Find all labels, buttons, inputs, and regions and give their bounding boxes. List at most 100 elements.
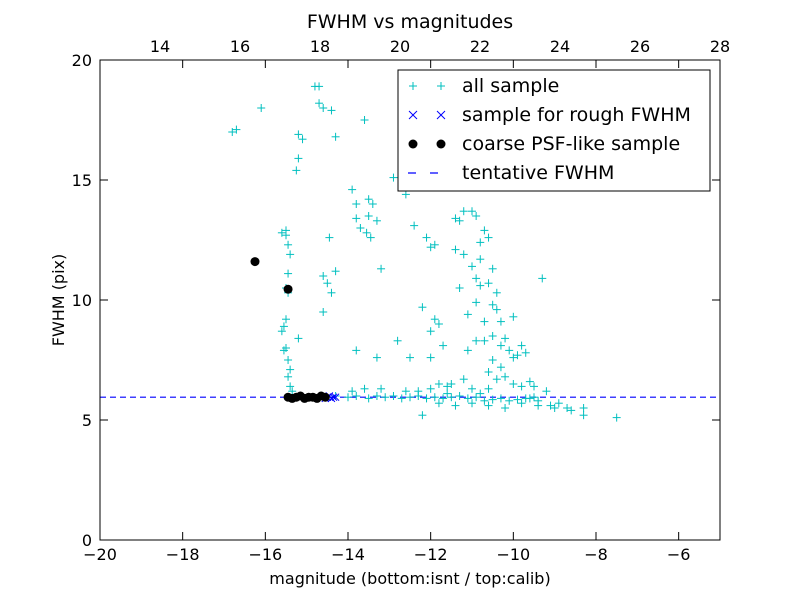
all-sample-point [232,125,241,134]
legend-marker-rough-sample [436,110,446,120]
all-sample-point [488,332,497,340]
all-sample-point [294,154,303,163]
coarse-sample-point [283,284,293,294]
all-sample-point [286,365,295,374]
all-sample-point [484,279,493,288]
x-axis-label: magnitude (bottom:isnt / top:calib) [269,569,550,588]
all-sample-point [389,392,398,400]
all-sample-point [521,348,530,357]
all-sample-point [480,336,489,345]
all-sample-point [496,317,505,326]
all-sample-point [550,404,559,412]
legend-box [397,69,711,192]
all-sample-point [315,82,324,91]
all-sample-point [286,382,295,391]
x-tick-label: −20 [83,545,117,564]
all-sample-point [476,238,485,247]
all-sample-point [360,384,369,393]
all-sample-point [439,394,448,403]
all-sample-point [517,341,526,350]
coarse-sample-point [250,257,260,267]
top-x-tick-label: 16 [230,37,250,56]
all-sample-point [279,322,288,331]
all-sample-point [496,341,505,350]
all-sample-point [401,387,410,396]
coarse-sample-point [320,392,330,402]
all-sample-point [434,399,443,408]
all-sample-point [492,375,501,384]
y-axis-label: FWHM (pix) [49,254,68,347]
all-sample-point [463,394,472,403]
all-sample-point [430,315,439,324]
all-sample-point [488,300,497,309]
all-sample-point [331,267,340,276]
all-sample-point [496,363,505,372]
all-sample-point [360,116,369,124]
legend-entry-all-sample: all sample [462,75,559,97]
legend-marker-rough-sample [408,110,418,120]
all-sample-point [484,384,493,393]
all-sample-point [286,250,295,259]
all-sample-point [472,274,481,283]
x-tick-label: −16 [248,545,282,564]
all-sample-point [331,132,340,141]
all-sample-point [451,401,460,410]
all-sample-point [509,312,518,321]
all-sample-point [284,269,293,278]
all-sample-point [546,401,555,410]
all-sample-point [352,200,361,208]
y-axis: 0 5 10 15 20 [72,51,720,550]
top-x-tick-label: 14 [150,37,170,56]
all-sample-point [364,195,373,204]
top-x-tick-label: 22 [470,37,490,56]
legend-marker-all-sample [409,82,417,90]
all-sample-point [488,356,497,364]
all-sample-point [426,327,435,336]
all-sample-point [468,207,476,216]
all-sample-point [476,255,485,264]
all-sample-point [513,395,522,404]
all-sample-point [282,315,290,324]
all-sample-point [484,368,493,376]
all-sample-point [344,393,352,402]
all-sample-point [455,284,464,292]
all-sample-point [488,264,497,273]
all-sample-point [288,387,297,396]
all-sample-point [377,264,386,273]
x-tick-label: −18 [166,545,200,564]
all-sample-point [443,389,452,398]
all-sample-point [426,243,435,252]
all-sample-point [480,396,489,405]
all-sample-point [422,394,431,403]
all-sample-point [228,128,237,136]
all-sample-point [459,250,468,259]
rough-sample-point [329,393,338,402]
all-sample-point [480,226,489,235]
all-sample-point [579,404,588,412]
all-sample-point [319,104,328,112]
all-sample-point [492,288,501,297]
all-sample-point [257,104,266,112]
all-sample-point [430,240,439,249]
legend-marker-coarse-sample [436,139,446,149]
top-x-tick-label: 26 [630,37,650,56]
y-tick-label: 0 [82,531,92,550]
all-sample-point [284,356,293,364]
legend-entry-coarse-sample: coarse PSF-like sample [462,133,680,155]
all-sample-point [377,384,386,393]
all-sample-point [513,351,522,360]
all-sample-point [463,310,472,319]
all-sample-point [530,393,538,402]
top-x-axis: 14 16 18 20 22 24 26 28 [150,37,730,56]
all-sample-point [509,353,518,362]
all-sample-point [323,279,332,288]
all-sample-point [480,317,489,326]
all-sample-point [393,336,402,345]
all-sample-point [612,413,621,422]
all-sample-point [496,394,505,403]
all-sample-point [372,392,381,400]
all-sample-point [426,384,435,393]
all-sample-point [468,262,476,271]
all-sample-point [315,99,324,108]
all-sample-point [352,346,361,355]
